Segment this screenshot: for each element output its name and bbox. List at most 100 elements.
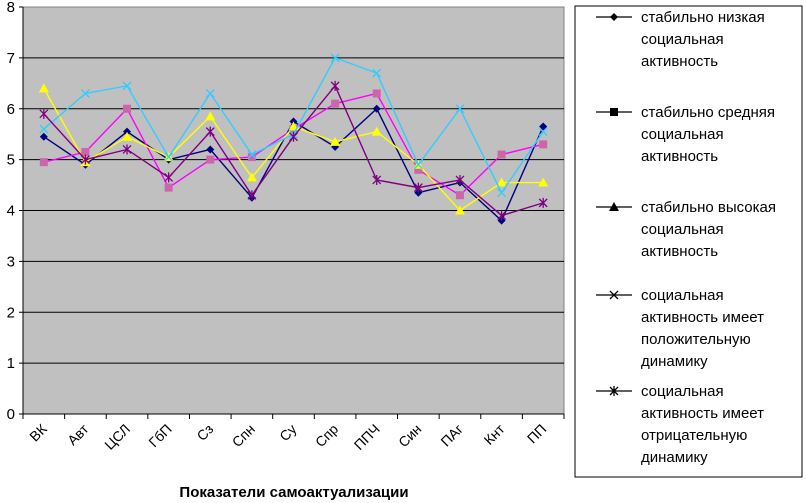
data-point-s5-9 [372,174,382,185]
legend-label-2: социальная [641,126,724,143]
data-point-s5-6 [247,190,257,201]
legend-marker-3 [609,202,619,211]
data-point-s5-4 [164,172,174,183]
legend-label-2: активность [641,148,718,165]
data-point-s3-8 [330,136,341,146]
legend-marker-1 [610,13,618,21]
data-point-s4-13 [538,127,548,137]
legend-label-4: динамику [641,353,708,370]
data-point-s2-6 [247,153,256,162]
data-point-s5-13 [538,197,548,208]
data-point-s1-9 [372,104,381,113]
y-tick-labels: 0 1 2 3 4 5 6 7 8 [7,0,15,423]
data-point-s1-12 [497,216,506,225]
data-point-s4-12 [497,188,507,198]
data-point-s1-5 [206,145,215,154]
data-point-s3-13 [538,177,549,187]
legend-label-4: социальная [641,287,724,304]
x-tick-label: ЦСЛ [101,421,133,453]
data-point-s2-10 [414,165,423,174]
legend-label-3: стабильно высокая [641,199,776,216]
legend-label-3: активность [641,243,718,260]
legend-marker-4 [609,290,619,300]
y-tick-label: 8 [7,0,15,16]
legend-label-1: социальная [641,31,724,48]
data-point-s2-11 [455,191,464,200]
data-point-s1-1 [39,132,48,141]
x-tick-label: ВК [26,420,50,444]
data-point-s3-3 [122,131,133,141]
legend-marker-2 [610,108,618,116]
grid-lines [23,57,564,364]
data-point-s5-10 [413,182,423,193]
data-point-s2-1 [39,158,48,167]
x-tick-label: Спр [312,421,341,450]
data-point-s5-12 [497,210,507,221]
data-point-s4-10 [413,160,423,170]
y-tick-label: 1 [7,355,15,372]
data-point-s2-5 [206,155,215,164]
y-tick-label: 4 [7,203,15,220]
data-point-s4-8 [330,53,340,63]
data-point-s3-5 [205,111,216,121]
data-point-s3-9 [371,126,382,136]
data-point-s4-2 [80,89,90,98]
legend-label-4: активность имеет [641,309,764,326]
legend-box [574,5,803,478]
data-point-s2-12 [497,150,506,159]
data-point-s1-10 [414,188,423,197]
legend-label-1: активность [641,53,718,70]
data-point-s4-6 [247,150,257,159]
x-tick-label: Син [395,421,424,450]
data-point-s2-13 [539,140,548,149]
x-tick-label: Спн [229,421,258,450]
data-point-s5-5 [205,126,215,137]
data-point-s1-13 [539,122,548,131]
legend-label-5: отрицательную [641,427,747,444]
data-point-s4-3 [122,81,132,91]
data-point-s3-6 [246,172,257,182]
x-tick-label: ППЧ [351,421,383,453]
legend-marker-5 [609,386,619,396]
y-tick-label: 2 [7,304,15,321]
data-point-s1-3 [123,127,132,136]
y-tick-label: 5 [7,152,15,169]
x-tick-label: ПАг [437,421,466,450]
data-point-s4-5 [205,89,215,98]
data-point-s5-2 [80,154,90,165]
legend-label-5: динамику [641,449,708,466]
data-point-s2-3 [123,104,132,113]
data-point-s5-3 [122,144,132,155]
legend-label-1: стабильно низкая [641,9,765,26]
data-point-s5-1 [39,108,49,119]
data-point-s2-2 [81,147,90,156]
legend-label-3: социальная [641,221,724,238]
x-tick-label: Су [276,421,299,444]
data-point-s5-7 [289,131,298,142]
legend-label-5: активность имеет [641,405,764,422]
data-point-s1-7 [289,117,298,126]
axes [19,6,565,419]
data-point-s5-11 [455,174,465,185]
data-point-s4-11 [455,104,465,114]
data-point-s3-12 [496,177,507,187]
data-point-s3-1 [38,83,49,93]
x-axis-label: Показатели самоактуализации [179,484,408,501]
x-tick-label: Кнт [481,420,508,447]
x-tick-label: Авт [64,420,92,448]
x-tick-label: ГбП [145,421,174,450]
x-tick-labels: ВК Авт ЦСЛ ГбП Сз Спн Су Спр ППЧ Син ПАг Кнт ПП [26,420,549,453]
data-point-s3-11 [454,205,465,215]
data-point-s2-8 [331,99,340,108]
y-tick-label: 6 [7,101,15,118]
data-point-s4-4 [164,152,174,162]
data-point-s4-9 [372,68,382,78]
series-lines [38,53,549,225]
legend-label-5: социальная [641,383,724,400]
legend-label-2: стабильно средняя [641,104,775,121]
legend-label-4: положительную [641,331,751,348]
legend: стабильно низкая социальная активность стаб… [596,9,776,466]
x-tick-label: ПП [524,421,550,447]
y-tick-label: 0 [7,406,15,423]
